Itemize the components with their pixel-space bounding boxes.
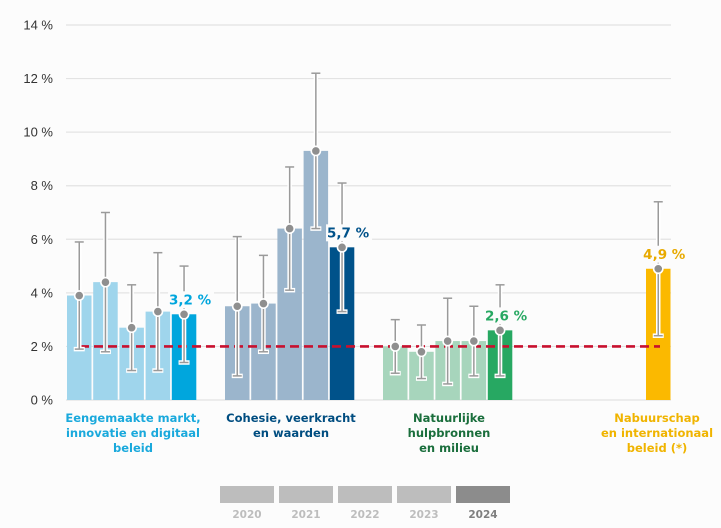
legend: 2020 2021 2022 2023 2024 xyxy=(220,486,510,521)
value-marker xyxy=(152,306,164,318)
legend-item-2023: 2023 xyxy=(397,486,451,521)
legend-item-2024: 2024 xyxy=(456,486,510,521)
value-marker xyxy=(468,335,480,347)
legend-item-2021: 2021 xyxy=(279,486,333,521)
group-label-single-market: Eengemaakte markt, innovatie en digitaal… xyxy=(65,411,201,455)
error-bar xyxy=(257,254,269,355)
legend-swatch xyxy=(220,486,274,503)
error-bar xyxy=(284,166,296,293)
value-marker xyxy=(442,335,454,347)
error-bar xyxy=(126,284,138,373)
y-axis-ticks: 0 % 2 % 4 % 6 % 8 % 10 % 12 % 14 % xyxy=(23,18,53,408)
value-label-bg xyxy=(484,307,531,325)
y-tick-label: 2 % xyxy=(31,339,54,354)
value-marker xyxy=(178,308,190,320)
value-marker xyxy=(284,223,296,234)
error-bar xyxy=(336,182,348,314)
y-tick-label: 14 % xyxy=(23,18,53,33)
error-bar xyxy=(389,318,401,376)
value-marker xyxy=(73,290,85,301)
y-tick-label: 10 % xyxy=(23,125,53,140)
error-bar xyxy=(468,305,480,379)
legend-label: 2020 xyxy=(232,509,262,521)
legend-swatch xyxy=(456,486,510,503)
legend-swatch xyxy=(279,486,333,503)
y-tick-label: 12 % xyxy=(23,71,53,86)
value-labels: 3,2 % 5,7 % 2,6 % 4,9 % xyxy=(168,224,689,325)
legend-swatch xyxy=(338,486,392,503)
value-marker xyxy=(494,324,506,336)
error-bar xyxy=(99,211,111,355)
error-bar xyxy=(310,72,322,231)
legend-item-2022: 2022 xyxy=(338,486,392,521)
error-bar xyxy=(178,265,190,365)
group-label-natural-resources: Natuurlijke hulpbronnen en milieu xyxy=(407,411,491,455)
y-tick-label: 0 % xyxy=(31,393,54,408)
value-marker xyxy=(126,322,138,334)
error-bars xyxy=(73,72,664,387)
value-label: 4,9 % xyxy=(643,247,686,263)
value-marker xyxy=(652,263,664,275)
value-label-bg xyxy=(326,224,373,242)
legend-label: 2023 xyxy=(409,509,439,521)
value-marker xyxy=(100,276,111,288)
error-bar xyxy=(73,241,85,352)
value-marker xyxy=(310,145,322,157)
legend-label: 2024 xyxy=(468,509,498,521)
y-tick-label: 4 % xyxy=(31,285,54,300)
value-label-bg xyxy=(642,245,689,263)
legend-item-2020: 2020 xyxy=(220,486,274,521)
value-label-bg xyxy=(168,291,215,309)
value-marker xyxy=(389,341,401,352)
value-marker xyxy=(231,300,243,312)
value-label: 3,2 % xyxy=(169,292,212,308)
error-bar xyxy=(494,284,506,379)
legend-swatch xyxy=(397,486,451,503)
error-bar xyxy=(231,235,243,379)
value-marker xyxy=(258,298,269,309)
y-tick-label: 6 % xyxy=(31,232,54,247)
group-label-neighbourhood: Nabuurschap en internationaal beleid (*) xyxy=(600,411,714,455)
error-bar xyxy=(415,324,427,381)
error-bar xyxy=(442,297,454,387)
error-bar xyxy=(652,201,664,338)
y-tick-label: 8 % xyxy=(31,178,54,193)
value-marker xyxy=(416,346,427,358)
legend-label: 2022 xyxy=(350,509,380,521)
value-marker xyxy=(336,241,348,253)
group-label-cohesion: Cohesie, veerkracht en waarden xyxy=(226,411,356,440)
legend-label: 2021 xyxy=(291,509,321,521)
value-label: 2,6 % xyxy=(485,308,528,324)
chart-canvas: 0 % 2 % 4 % 6 % 8 % 10 % 12 % 14 % 3,2 % 5,7 % 2,… xyxy=(23,17,689,408)
error-bar xyxy=(152,251,164,373)
value-label: 5,7 % xyxy=(327,225,370,241)
